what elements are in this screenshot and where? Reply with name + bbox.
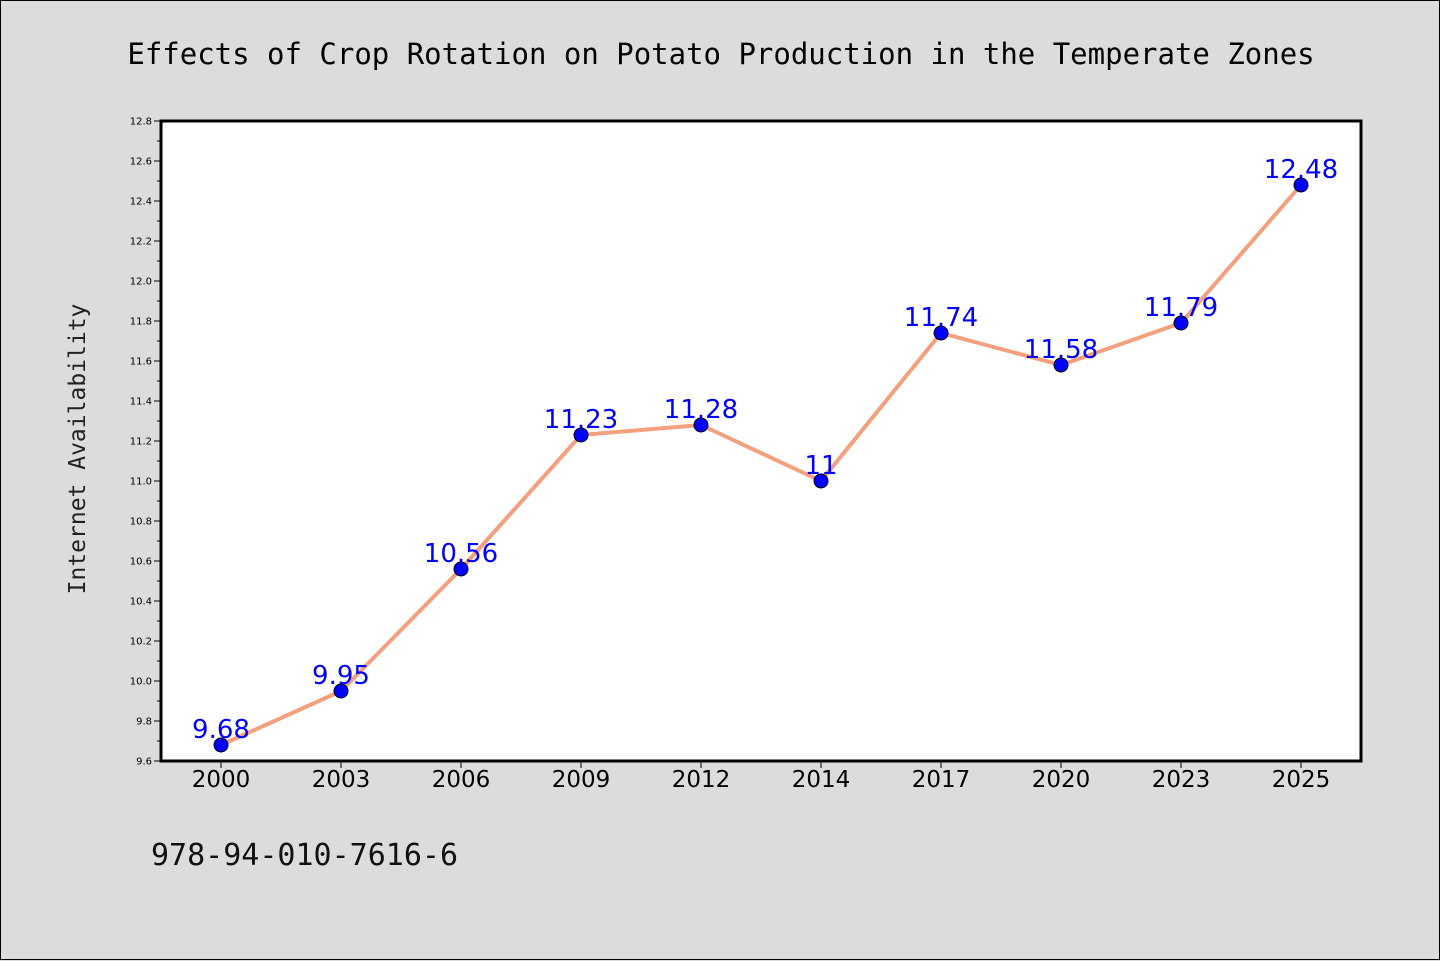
y-axis-label: Internet Availability (65, 304, 91, 595)
data-point (933, 325, 949, 341)
y-tick-label: 11.4 (130, 397, 152, 408)
y-tick-label: 12.2 (130, 237, 152, 248)
y-tick-label: 11.2 (130, 437, 152, 448)
data-point (693, 417, 709, 433)
data-point (1053, 357, 1069, 373)
y-tick-label: 12.0 (130, 277, 152, 288)
y-tick-label: 12.6 (130, 157, 152, 168)
data-label: 9.68 (192, 715, 250, 745)
data-label: 11.79 (1144, 293, 1218, 323)
y-tick-label: 9.8 (136, 717, 152, 728)
y-axis-ticks: 9.6 9.8 10.0 10.2 10.4 10.6 10.8 11.0 11.2 11.4 11… (130, 117, 161, 768)
y-tick-label: 11.6 (130, 357, 152, 368)
data-label: 12.48 (1264, 155, 1338, 185)
data-point (573, 427, 589, 443)
data-point (213, 737, 229, 753)
y-tick-label: 9.6 (136, 757, 152, 768)
data-point (453, 561, 469, 577)
y-tick-label: 10.0 (130, 677, 152, 688)
x-tick-label: 2012 (672, 767, 731, 793)
x-tick-label: 2009 (552, 767, 611, 793)
x-tick-label: 2023 (1152, 767, 1211, 793)
y-tick-label: 10.8 (130, 517, 152, 528)
data-label: 11.28 (664, 395, 738, 425)
x-tick-label: 2000 (192, 767, 251, 793)
data-label: 11.58 (1024, 335, 1098, 365)
series-layer: 9.68 9.95 10.56 11.23 11.28 11 11.74 11.58 11.79… (192, 155, 1338, 753)
y-tick-label: 11.0 (130, 477, 152, 488)
series-line (219, 183, 1303, 747)
data-point (1173, 315, 1189, 331)
y-tick-label: 11.8 (130, 317, 152, 328)
plot-frame (159, 119, 1363, 763)
x-tick-label: 2014 (792, 767, 851, 793)
chart-title: Effects of Crop Rotation on Potato Produ… (127, 37, 1314, 71)
data-label: 11.74 (904, 303, 978, 333)
data-label: 11 (804, 451, 837, 481)
isbn-text: 978-94-010-7616-6 (151, 838, 458, 873)
data-label: 11.23 (544, 405, 618, 435)
y-tick-label: 12.4 (130, 197, 152, 208)
data-point (813, 473, 829, 489)
data-point (333, 683, 349, 699)
data-point (1293, 177, 1309, 193)
x-tick-label: 2017 (912, 767, 971, 793)
plot-area (161, 121, 1361, 761)
y-tick-label: 10.2 (130, 637, 152, 648)
x-tick-label: 2003 (312, 767, 371, 793)
x-tick-label: 2025 (1272, 767, 1331, 793)
data-label: 9.95 (312, 661, 370, 691)
x-tick-label: 2006 (432, 767, 491, 793)
data-label: 10.56 (424, 539, 498, 569)
y-tick-label: 10.4 (130, 597, 152, 608)
x-axis-ticks: 2000 2003 2006 2009 2012 2014 2017 2020 2023 2025 (192, 761, 1331, 793)
y-tick-label: 12.8 (130, 117, 152, 128)
y-tick-label: 10.6 (130, 557, 152, 568)
x-tick-label: 2020 (1032, 767, 1091, 793)
